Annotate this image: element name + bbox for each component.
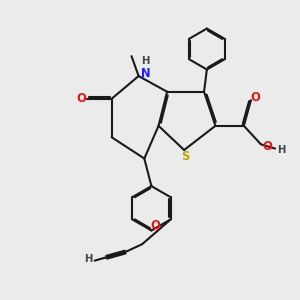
Text: N: N	[141, 67, 151, 80]
Text: S: S	[181, 150, 189, 163]
Text: H: H	[277, 145, 286, 155]
Text: H: H	[142, 56, 150, 66]
Text: O: O	[262, 140, 272, 153]
Text: O: O	[250, 91, 260, 104]
Text: H: H	[84, 254, 93, 264]
Text: O: O	[76, 92, 86, 105]
Text: O: O	[151, 219, 160, 232]
